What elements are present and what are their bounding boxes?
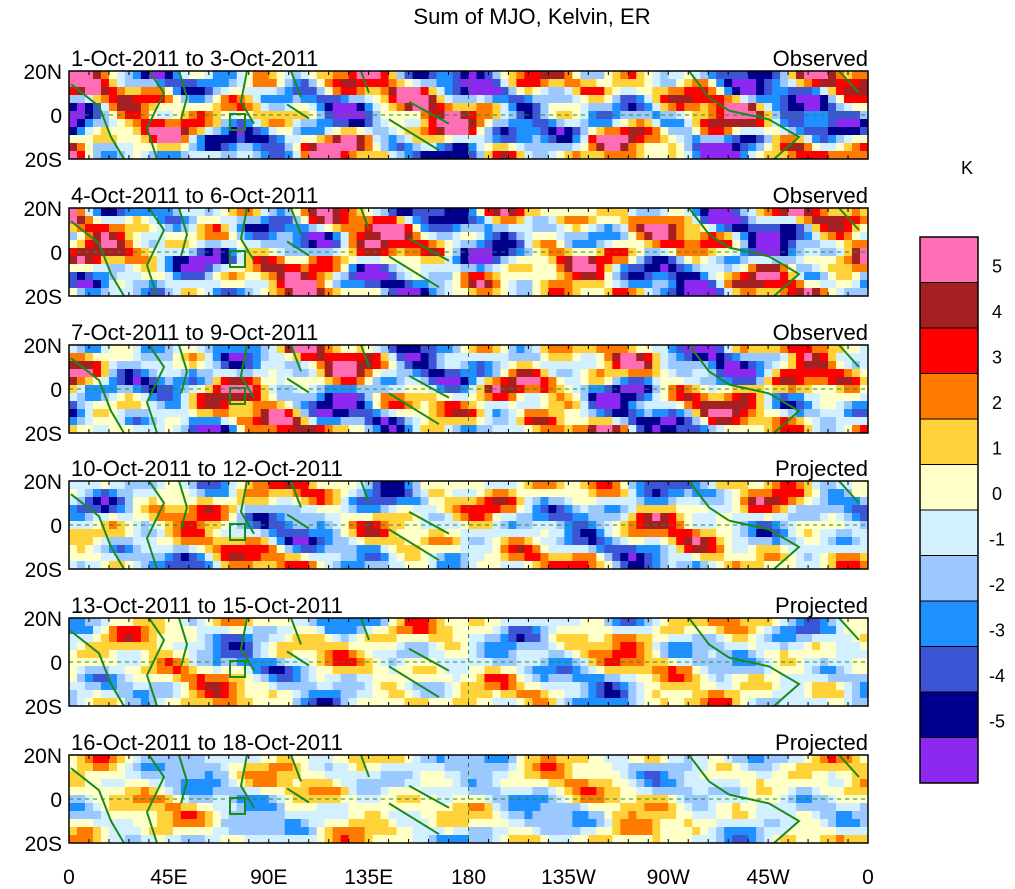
panel-2: 4-Oct-2011 to 6-Oct-2011 Observed 20N 0 20S: [23, 183, 869, 309]
colorbar-label: 3: [992, 348, 1002, 368]
region-box: [229, 660, 246, 678]
colorbar: K 5 4 3 2 1 0 -1 -2 -3 -4 -5: [919, 158, 1005, 784]
panel-period-label: 4-Oct-2011 to 6-Oct-2011: [71, 183, 318, 208]
colorbar-label: 4: [992, 302, 1002, 322]
panel-period-label: 13-Oct-2011 to 15-Oct-2011: [71, 593, 343, 618]
colorbar-label: 1: [992, 439, 1002, 459]
panel-6: 16-Oct-2011 to 18-Oct-2011 Projected 20N 0 2…: [23, 730, 869, 856]
panel-4: 10-Oct-2011 to 12-Oct-2011 Projected 20N 0 2…: [23, 456, 869, 582]
y-tick-label: 0: [50, 789, 62, 812]
y-tick-label: 0: [50, 105, 62, 128]
colorbar-swatch: [920, 373, 978, 420]
panel-3: 7-Oct-2011 to 9-Oct-2011 Observed 20N 0 20S: [23, 320, 869, 446]
region-box: [229, 797, 246, 815]
region-box: [229, 523, 246, 541]
x-tick-label: 45E: [150, 866, 187, 889]
coastlines: [70, 618, 860, 706]
x-tick-label: 0: [862, 866, 874, 889]
panel-type-label: Projected: [775, 730, 868, 755]
colorbar-swatch: [920, 328, 978, 374]
colorbar-swatch: [920, 737, 978, 784]
colorbar-label: 2: [992, 393, 1002, 413]
colorbar-label: 5: [992, 257, 1002, 277]
x-tick-label: 90E: [250, 866, 287, 889]
coastlines: [70, 345, 860, 433]
panel-period-label: 7-Oct-2011 to 9-Oct-2011: [71, 320, 318, 345]
panel-type-label: Projected: [775, 456, 868, 481]
coastlines: [70, 755, 860, 843]
colorbar-unit: K: [961, 158, 973, 178]
colorbar-swatch: [920, 692, 978, 738]
y-tick-label: 20S: [25, 423, 62, 446]
x-tick-label: 135W: [541, 866, 596, 889]
colorbar-label: 0: [992, 484, 1002, 504]
x-tick-label: 45W: [747, 866, 790, 889]
coastlines: [70, 208, 860, 296]
region-box: [229, 387, 246, 405]
x-tick-label: 90W: [647, 866, 690, 889]
colorbar-swatch: [920, 510, 978, 556]
y-tick-label: 20N: [23, 608, 62, 631]
y-tick-label: 20S: [25, 696, 62, 719]
colorbar-swatch: [920, 646, 978, 693]
y-tick-label: 20N: [23, 471, 62, 494]
y-tick-label: 0: [50, 242, 62, 265]
region-box: [229, 113, 246, 131]
panel-type-label: Observed: [773, 183, 868, 208]
y-tick-label: 20N: [23, 745, 62, 768]
panel-1: 1-Oct-2011 to 3-Oct-2011 Observed 20N 0 20S: [23, 46, 869, 172]
colorbar-label: -5: [989, 712, 1005, 732]
colorbar-swatch: [920, 555, 978, 602]
anomaly-field: [69, 481, 868, 569]
y-tick-label: 0: [50, 652, 62, 675]
colorbar-swatch: [920, 237, 978, 283]
panel-5: 13-Oct-2011 to 15-Oct-2011 Projected 20N 0 2…: [23, 593, 869, 719]
colorbar-label: -3: [989, 621, 1005, 641]
y-tick-label: 0: [50, 379, 62, 402]
y-tick-label: 20S: [25, 286, 62, 309]
coastlines: [70, 71, 860, 159]
colorbar-swatch: [920, 601, 978, 647]
x-tick-label: 180: [451, 866, 486, 889]
colorbar-label: -1: [989, 530, 1005, 550]
colorbar-label: -2: [989, 575, 1005, 595]
panel-type-label: Observed: [773, 46, 868, 71]
colorbar-swatch: [920, 419, 978, 465]
y-tick-label: 20S: [25, 149, 62, 172]
panel-period-label: 10-Oct-2011 to 12-Oct-2011: [71, 456, 343, 481]
y-tick-label: 20S: [25, 833, 62, 856]
x-tick-label: 0: [63, 866, 75, 889]
coastlines: [70, 481, 860, 569]
y-tick-label: 20N: [23, 61, 62, 84]
x-tick-label: 135E: [344, 866, 393, 889]
y-tick-label: 20N: [23, 198, 62, 221]
y-tick-label: 20S: [25, 559, 62, 582]
panels: 1-Oct-2011 to 3-Oct-2011 Observed20N020S4…: [23, 46, 869, 856]
panel-period-label: 16-Oct-2011 to 18-Oct-2011: [71, 730, 343, 755]
region-box: [229, 250, 246, 268]
panel-type-label: Projected: [775, 593, 868, 618]
colorbar-swatch: [920, 282, 978, 329]
y-tick-label: 20N: [23, 335, 62, 358]
chart-title: Sum of MJO, Kelvin, ER: [413, 4, 650, 29]
panel-period-label: 1-Oct-2011 to 3-Oct-2011: [71, 46, 318, 71]
x-axis: 0 45E 90E 135E 180 135W 90W 45W 0: [63, 866, 874, 889]
y-tick-label: 0: [50, 515, 62, 538]
panel-type-label: Observed: [773, 320, 868, 345]
colorbar-label: -4: [989, 666, 1005, 686]
colorbar-swatch: [920, 464, 978, 511]
